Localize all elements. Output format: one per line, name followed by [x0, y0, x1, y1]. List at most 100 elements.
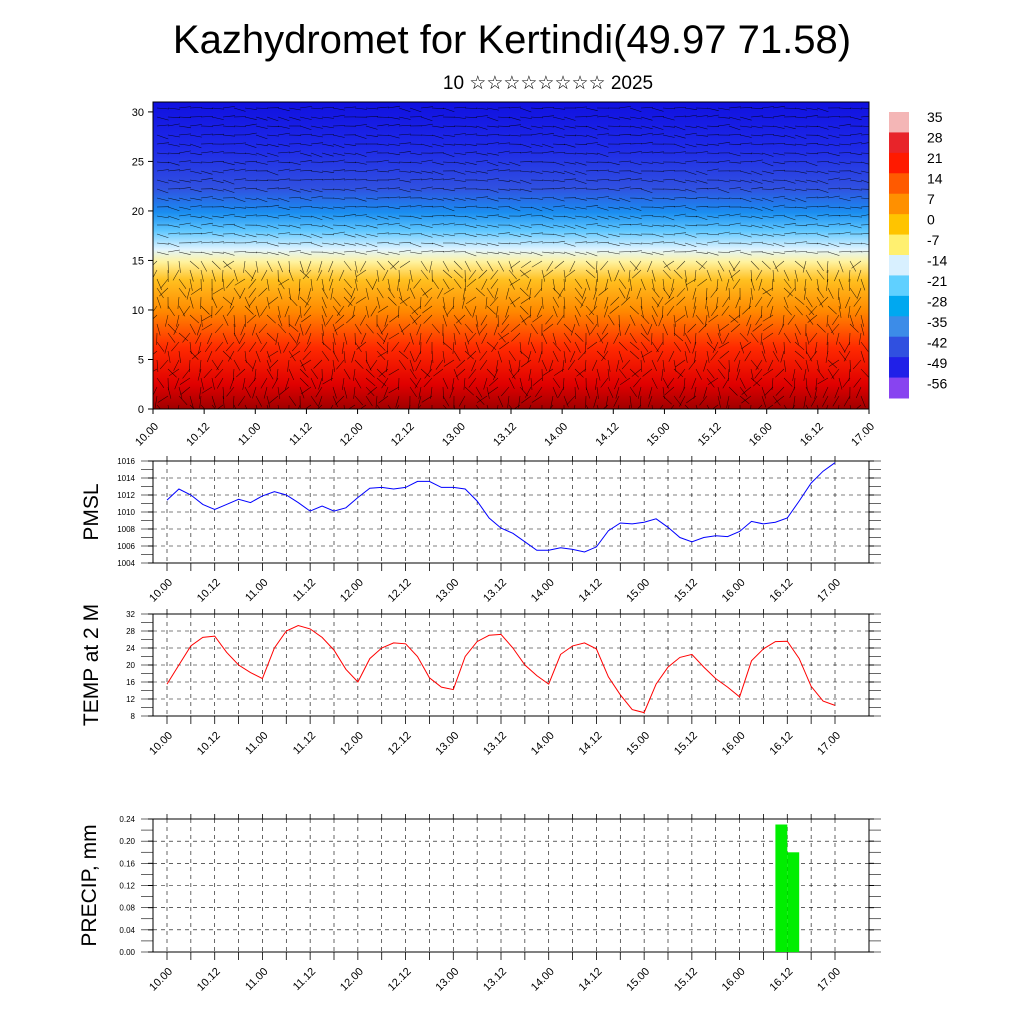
wind-barb [794, 323, 801, 335]
wind-barb [695, 215, 708, 220]
wind-barb [354, 197, 367, 202]
wind-barb [365, 377, 376, 387]
wind-barb [783, 377, 793, 387]
wind-barb [684, 404, 690, 409]
wind-barb [805, 125, 819, 127]
wind-barb [211, 151, 224, 154]
wind-barb [471, 359, 477, 372]
wind-barb [563, 395, 569, 408]
wind-barb [684, 206, 697, 211]
wind-barb [822, 386, 829, 399]
wind-barb [827, 116, 841, 118]
wind-barb [429, 359, 433, 372]
wind-barb [629, 116, 642, 120]
wind-barbs [153, 105, 869, 409]
wind-barb [808, 305, 818, 316]
wind-barb [739, 377, 746, 389]
wind-barb [409, 314, 418, 325]
wind-barb [750, 368, 754, 381]
wind-barb [354, 206, 368, 208]
wind-barb [816, 205, 829, 208]
wind-barb [772, 269, 775, 283]
wind-barb [519, 350, 530, 360]
wind-barb [761, 188, 775, 190]
wind-barb [651, 404, 653, 409]
wind-barb [662, 134, 675, 138]
wind-barb [499, 341, 510, 350]
wind-barb [453, 314, 462, 325]
wind-barb [226, 305, 235, 316]
wind-barb [365, 278, 373, 290]
wind-barb [332, 386, 337, 399]
wind-barb [201, 386, 213, 394]
wind-barb [376, 222, 389, 226]
wind-barb [299, 215, 313, 218]
wind-barb [530, 125, 543, 129]
y-tick-label: 8 [131, 712, 136, 721]
x-tick-label: 11.12 [291, 730, 318, 757]
wind-barb [387, 168, 400, 172]
wind-barb [486, 260, 494, 272]
wind-barb [244, 197, 257, 201]
wind-barb [772, 242, 785, 247]
wind-barb [409, 332, 414, 345]
x-tick-label: 13.12 [481, 966, 509, 994]
wind-barb [278, 278, 290, 286]
wind-barb [704, 314, 708, 327]
wind-barb [739, 386, 748, 397]
wind-barb [211, 124, 224, 127]
wind-barb [409, 242, 422, 248]
wind-barb [629, 223, 642, 226]
wind-barb [519, 314, 527, 326]
wind-barb [302, 350, 312, 360]
wind-barb [365, 249, 378, 253]
wind-barb [618, 278, 627, 289]
wind-barb [354, 359, 364, 369]
wind-barb [153, 305, 158, 313]
wind-barb [463, 404, 466, 409]
wind-barb [783, 278, 792, 289]
wind-barb [451, 377, 455, 390]
wind-barb [201, 314, 213, 322]
wind-barb [178, 278, 187, 289]
wind-barb [244, 187, 258, 190]
wind-barb [189, 404, 195, 409]
wind-barb [585, 314, 594, 325]
wind-barb [387, 233, 401, 235]
wind-barb [411, 305, 422, 314]
wind-barb [178, 214, 191, 217]
wind-barb [618, 125, 632, 128]
wind-barb [585, 241, 598, 244]
wind-barb [277, 143, 290, 147]
wind-barb [365, 134, 378, 137]
wind-barb [508, 242, 521, 245]
wind-barb [717, 323, 721, 336]
wind-barb [860, 188, 869, 190]
wind-barb [388, 368, 400, 376]
wind-barb [629, 125, 642, 129]
wind-barb [486, 188, 499, 193]
wind-barb [475, 233, 488, 237]
wind-barb [255, 404, 258, 409]
wind-barb [398, 350, 409, 360]
wind-barb [266, 404, 269, 409]
wind-barb [178, 168, 191, 172]
wind-barb [662, 323, 668, 336]
wind-barb [321, 224, 334, 230]
wind-barb [376, 377, 387, 387]
wind-barb [387, 196, 400, 199]
wind-barb [343, 188, 356, 192]
wind-barb [189, 170, 202, 174]
wind-barb [570, 323, 576, 336]
wind-barb [739, 341, 745, 354]
wind-barb [519, 151, 532, 154]
wind-barb [520, 260, 532, 269]
wind-barb [376, 187, 390, 190]
wind-barb [435, 359, 444, 370]
wind-barb [234, 278, 246, 286]
wind-barb [266, 332, 276, 342]
wind-barb [453, 350, 461, 362]
wind-barb [596, 332, 604, 344]
wind-barb [750, 197, 763, 201]
wind-barb [783, 341, 785, 355]
